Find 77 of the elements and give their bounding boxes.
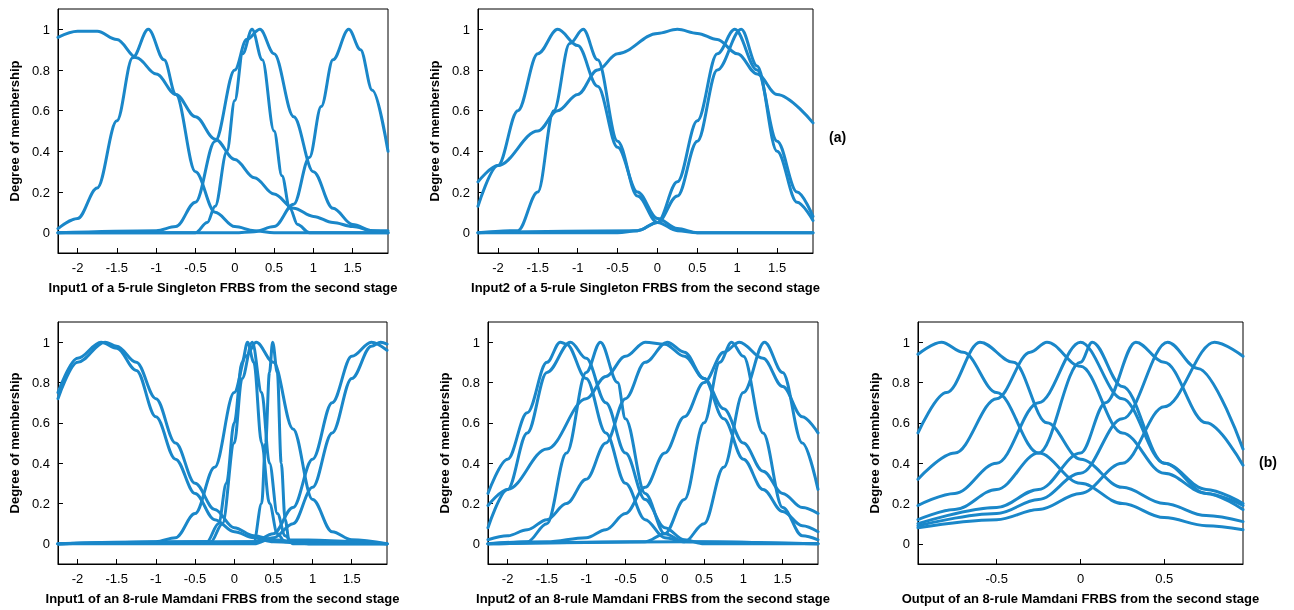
x-tick-label: 1 (308, 571, 317, 586)
x-tick-label: 0 (1076, 571, 1085, 586)
x-axis-title: Output of an 8-rule Mamdani FRBS from the second stage (901, 591, 1260, 606)
x-axis-title: Input2 of an 8-rule Mamdani FRBS from the second stage (476, 591, 830, 606)
y-tick-label: 0.4 (891, 455, 910, 471)
y-tick-label: 0.8 (31, 62, 50, 78)
x-tick-label: 1.5 (342, 571, 361, 586)
y-tick-label: 0.2 (31, 184, 50, 200)
y-axis-title: Degree of membership (427, 60, 442, 202)
x-tick-label: -1.5 (105, 260, 129, 275)
x-tick-label: 1.5 (343, 260, 362, 275)
x-tick-label: 0 (653, 260, 662, 275)
x-tick-label: 0 (661, 571, 669, 586)
x-tick-label: -2 (71, 260, 84, 275)
x-tick-label: -2 (71, 571, 84, 586)
y-tick-label: 1 (42, 21, 50, 37)
y-tick-label: 0.8 (451, 62, 470, 78)
y-tick-label: 0.6 (31, 103, 50, 119)
y-tick-label: 0.6 (451, 103, 470, 119)
x-tick-label: -1.5 (526, 260, 549, 275)
y-tick-label: 0 (462, 225, 470, 241)
y-tick-label: 0 (42, 225, 50, 241)
y-tick-label: 0.2 (31, 496, 50, 511)
x-tick-label: -0.5 (184, 260, 207, 275)
x-tick-label: -0.5 (606, 260, 629, 275)
x-tick-label: 0.5 (688, 260, 707, 275)
y-tick-label: 0.8 (891, 375, 910, 390)
y-tick-label: 0.2 (451, 184, 470, 200)
x-tick-label: 1 (739, 571, 747, 586)
y-tick-label: 1 (42, 334, 50, 350)
y-tick-label: 1 (902, 334, 910, 350)
x-tick-label: 1.5 (768, 260, 787, 275)
x-tick-label: 0.5 (695, 571, 714, 586)
x-tick-label: -2 (501, 571, 514, 586)
y-tick-label: 0 (472, 536, 480, 552)
x-tick-label: 0.5 (1155, 571, 1174, 586)
x-tick-label: 1 (309, 260, 317, 275)
x-tick-label: 1 (733, 260, 741, 275)
y-tick-label: 0.4 (31, 143, 50, 159)
x-tick-label: 0 (231, 260, 239, 275)
x-tick-label: -1 (580, 571, 592, 586)
x-tick-label: -1 (150, 571, 162, 586)
y-tick-label: 0.6 (891, 415, 910, 431)
x-axis-title: Input2 of a 5-rule Singleton FRBS from the second stage (471, 280, 820, 295)
x-tick-label: -2 (492, 260, 504, 275)
x-tick-label: 0 (230, 571, 238, 586)
x-tick-label: -1.5 (535, 571, 559, 586)
x-tick-label: -0.5 (614, 571, 637, 586)
text: (b) (1259, 454, 1277, 470)
y-tick-label: 0.4 (31, 455, 50, 471)
y-tick-label: 0.6 (461, 415, 480, 431)
y-tick-label: 0 (902, 536, 910, 552)
x-tick-label: -1 (150, 260, 162, 275)
x-tick-label: 1.5 (773, 571, 792, 586)
y-tick-label: 0.6 (31, 415, 50, 431)
x-tick-label: -0.5 (183, 571, 207, 586)
y-tick-label: 0.8 (461, 375, 480, 390)
y-tick-label: 1 (472, 334, 480, 350)
y-tick-label: 0.8 (31, 375, 50, 390)
text: (a) (829, 129, 847, 145)
y-tick-label: 1 (462, 21, 470, 37)
y-tick-label: 0.4 (451, 143, 470, 159)
y-axis-title: Degree of membership (437, 372, 452, 514)
y-tick-label: 0.2 (891, 496, 910, 511)
y-tick-label: 0.4 (461, 455, 480, 471)
y-tick-label: 0.2 (461, 496, 480, 511)
x-tick-label: -1 (571, 260, 584, 275)
y-tick-label: 0 (42, 536, 50, 552)
y-axis-title: Degree of membership (867, 372, 882, 514)
x-tick-label: -0.5 (985, 571, 1008, 586)
x-tick-label: 0.5 (264, 571, 283, 586)
x-axis-title: Input1 of a 5-rule Singleton FRBS from the second stage (48, 280, 398, 295)
x-axis-title: Input1 of an 8-rule Mamdani FRBS from the second stage (45, 591, 400, 606)
y-axis-title: Degree of membership (7, 372, 22, 514)
x-tick-label: 0.5 (265, 260, 284, 275)
y-axis-title: Degree of membership (7, 60, 22, 202)
x-tick-label: -1.5 (105, 571, 128, 586)
